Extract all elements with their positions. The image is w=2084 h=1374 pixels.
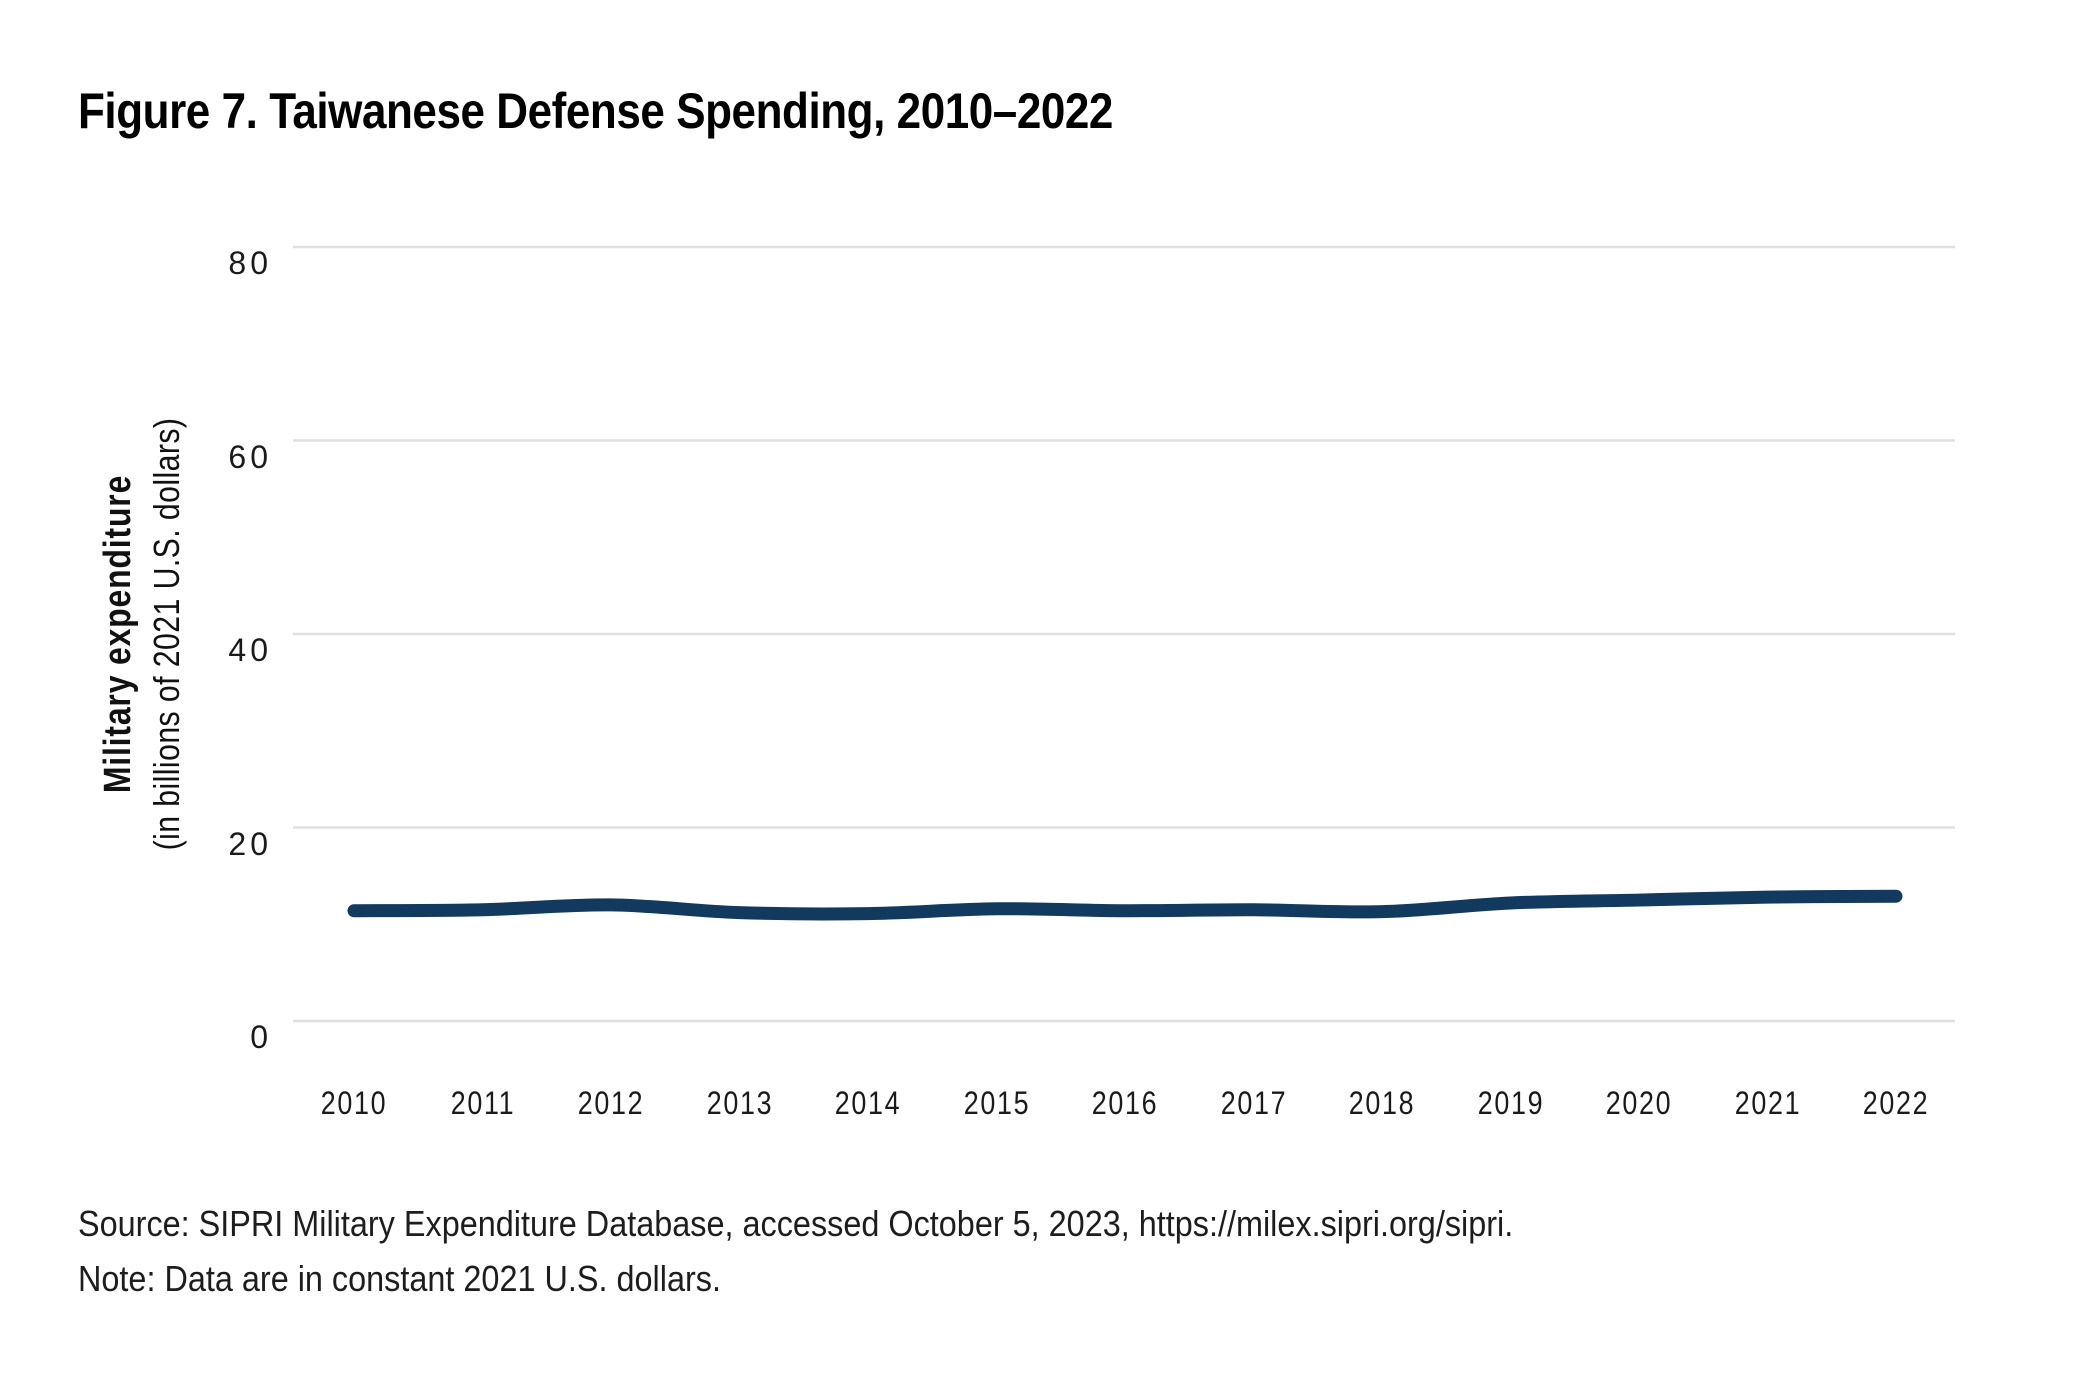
y-tick-label-20: 20 bbox=[228, 825, 272, 862]
x-tick-label-2017: 2017 bbox=[1220, 1085, 1287, 1121]
y-tick-label-60: 60 bbox=[228, 438, 272, 475]
y-tick-label-40: 40 bbox=[228, 632, 272, 668]
y-tick-label-0: 0 bbox=[250, 1019, 272, 1055]
x-tick-label-2022: 2022 bbox=[1862, 1085, 1930, 1121]
x-tick-label-2021: 2021 bbox=[1734, 1085, 1801, 1121]
data-note: Note: Data are in constant 2021 U.S. dol… bbox=[78, 1258, 721, 1299]
x-tick-label-2012: 2012 bbox=[577, 1085, 645, 1121]
y-tick-label-80: 80 bbox=[228, 245, 272, 281]
x-tick-label-2010: 2010 bbox=[320, 1085, 388, 1121]
x-tick-label-2018: 2018 bbox=[1348, 1085, 1416, 1121]
figure-footer: Source: SIPRI Military Expenditure Datab… bbox=[78, 1196, 1513, 1306]
x-tick-label-2013: 2013 bbox=[706, 1085, 773, 1121]
x-tick-label-2011: 2011 bbox=[450, 1085, 515, 1121]
x-tick-label-2016: 2016 bbox=[1091, 1085, 1159, 1121]
x-tick-label-2015: 2015 bbox=[963, 1085, 1030, 1121]
line-chart-plot-area bbox=[293, 245, 1955, 1023]
x-tick-label-2019: 2019 bbox=[1477, 1085, 1544, 1121]
x-tick-label-2020: 2020 bbox=[1605, 1085, 1673, 1121]
figure-title: Figure 7. Taiwanese Defense Spending, 20… bbox=[78, 83, 1113, 139]
x-tick-label-2014: 2014 bbox=[834, 1085, 902, 1121]
source-note: Source: SIPRI Military Expenditure Datab… bbox=[78, 1203, 1514, 1244]
defense-spending-line bbox=[347, 889, 1903, 921]
